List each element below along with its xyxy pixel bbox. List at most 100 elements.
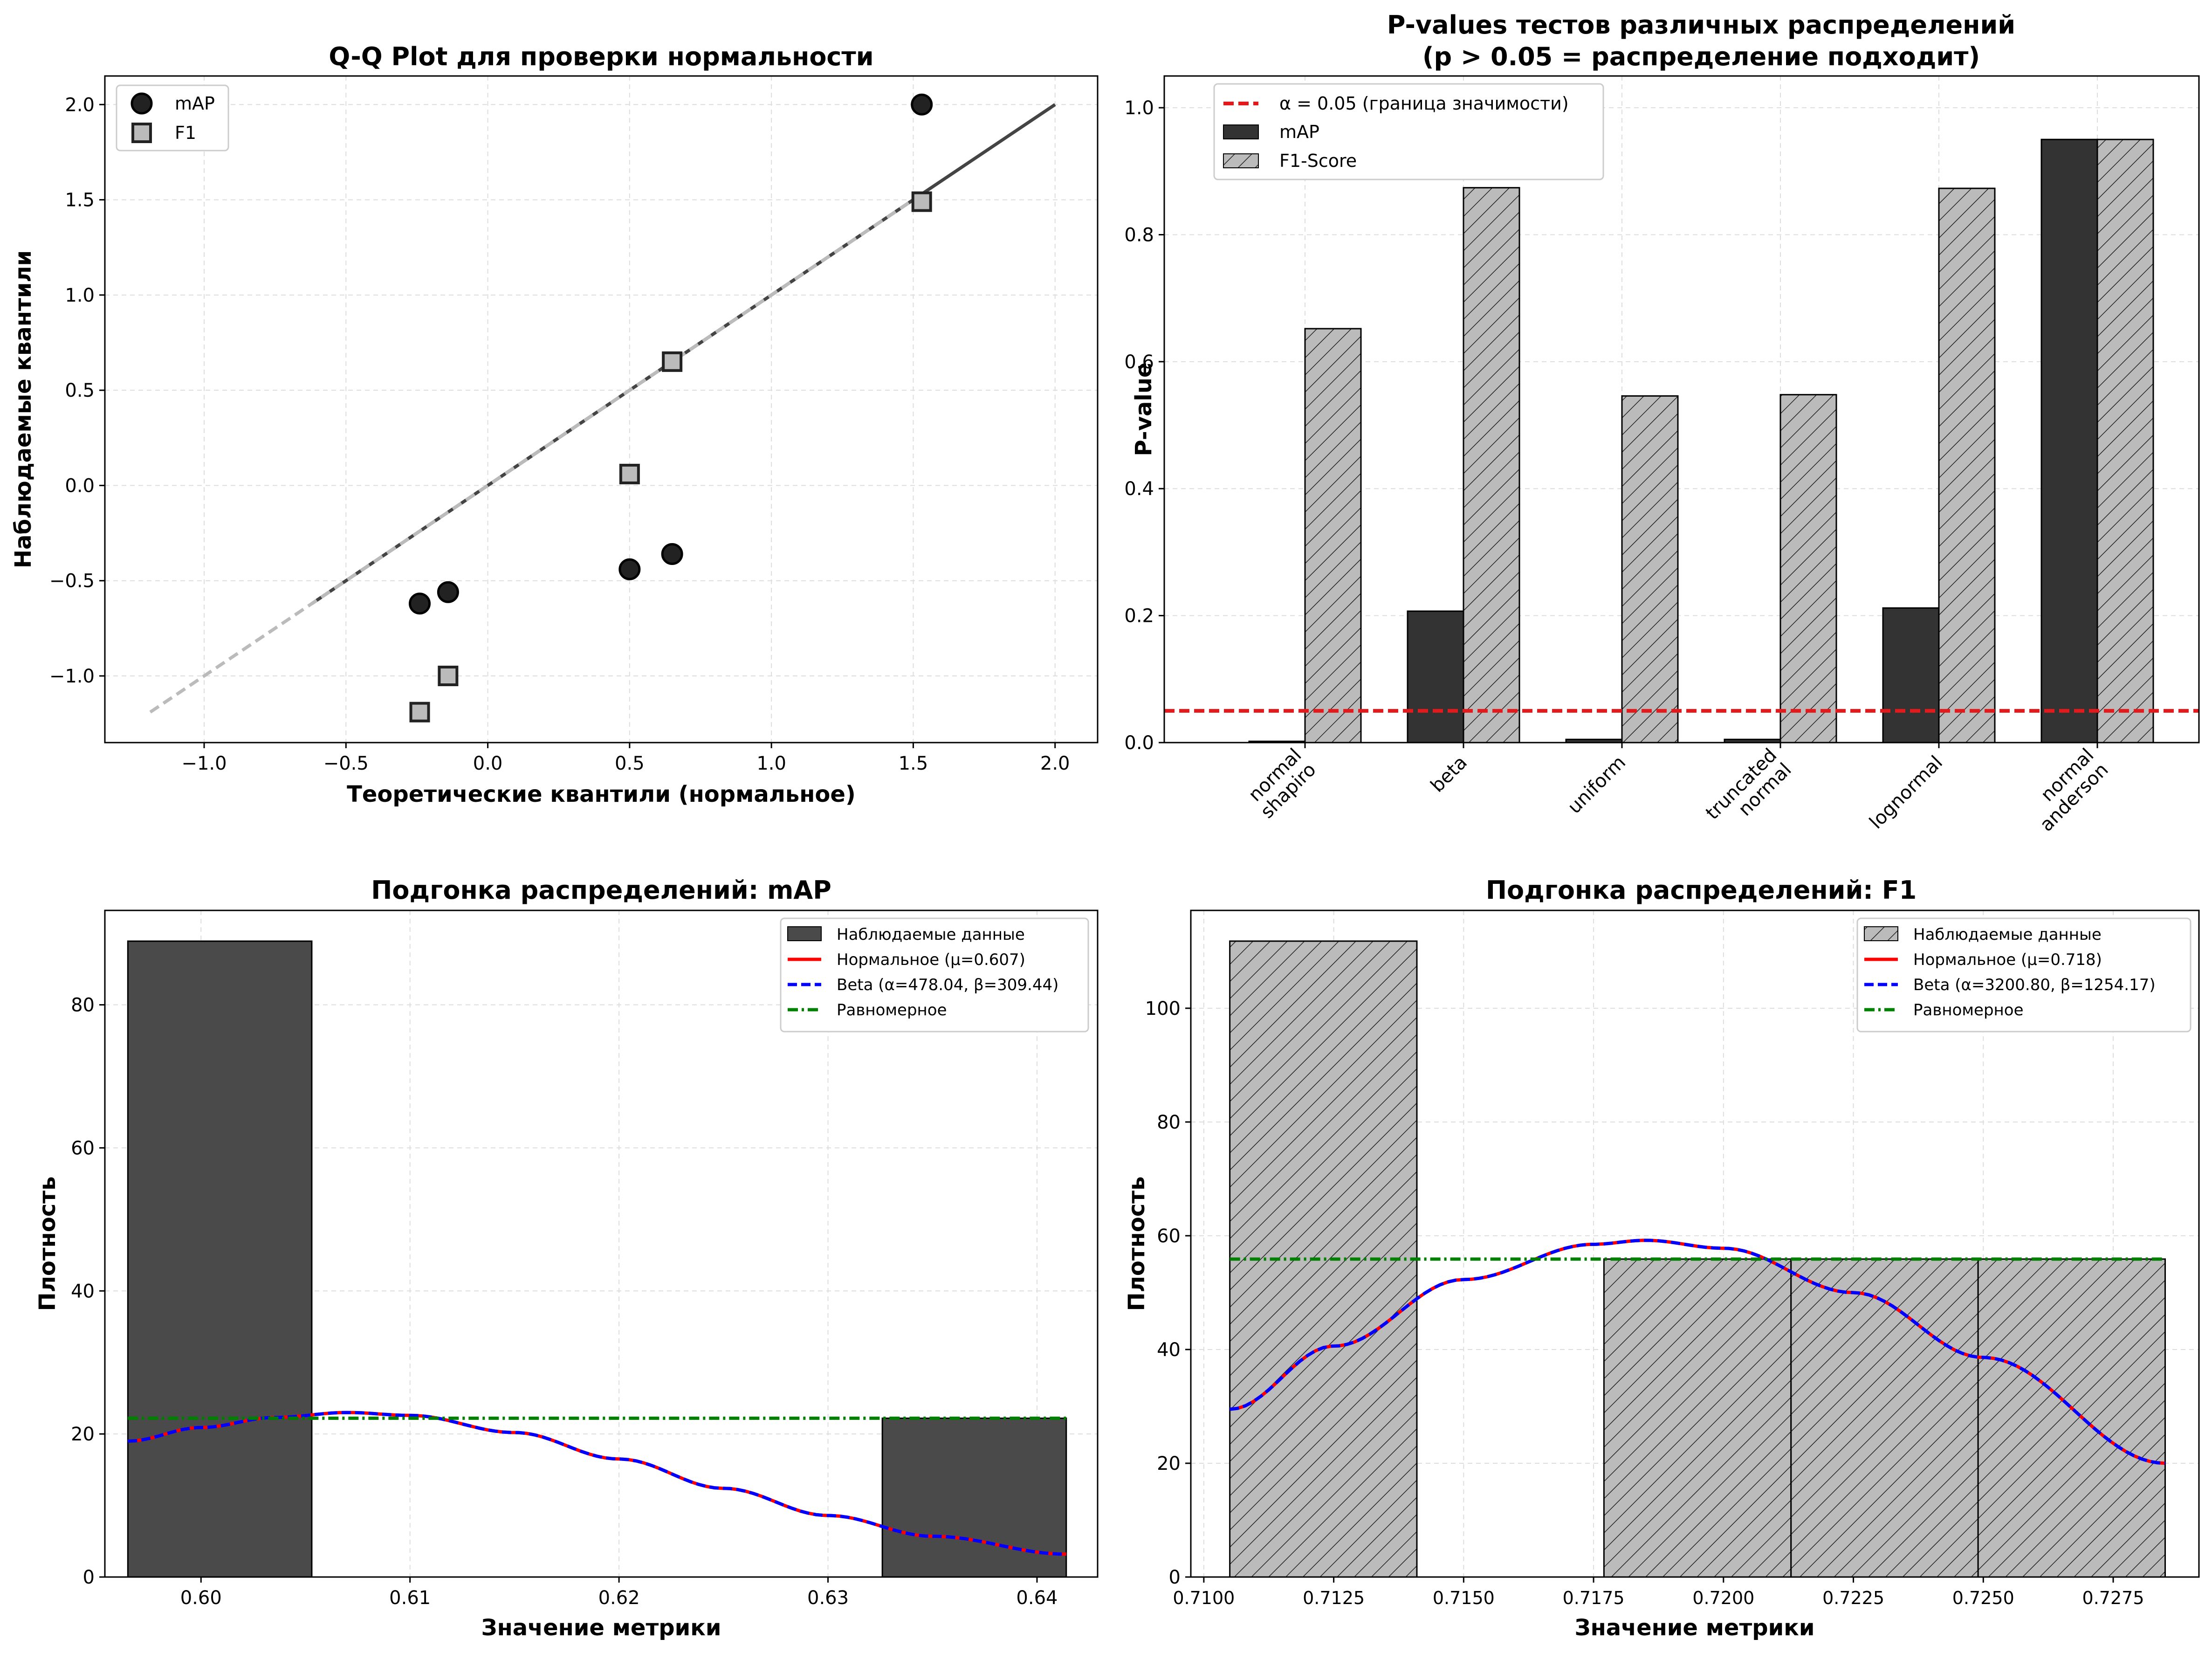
- f1-fit-y-tick-label: 40: [1157, 1339, 1181, 1361]
- pvalue-subtitle: (p > 0.05 = распределение подходит): [1422, 42, 1980, 71]
- pvalue-category-label-line: lognormal: [1865, 752, 1947, 833]
- f1-fit-legend-beta-label: Beta (α=3200.80, β=1254.17): [1913, 976, 2156, 994]
- f1-fit-legend-normal-label: Нормальное (μ=0.718): [1913, 950, 2102, 969]
- f1-fit-marks: [1229, 940, 2166, 1578]
- qq-point-f1: [911, 191, 932, 212]
- qq-y-tick-label: −1.0: [49, 666, 95, 687]
- pvalue-legend: α = 0.05 (граница значимости) mAP F1-Sco…: [1213, 83, 1604, 180]
- map-fit-hist-bar: [127, 940, 313, 1578]
- f1-fit-hist-bar: [1603, 1258, 1792, 1578]
- f1-fit-x-tick-label: 0.7275: [2082, 1588, 2144, 1608]
- map-fit-y-tick-label: 20: [71, 1424, 95, 1445]
- pvalue-legend-box: [1213, 83, 1604, 180]
- qq-legend: mAP F1: [116, 84, 229, 152]
- qq-point-map: [911, 93, 933, 116]
- map-fit-legend-normal-label: Нормальное (μ=0.607): [837, 950, 1025, 969]
- pvalue-y-tick-label: 0.2: [1124, 606, 1154, 627]
- f1-fit-x-tick-label: 0.7175: [1563, 1588, 1625, 1608]
- qq-x-tick-label: 1.0: [756, 753, 786, 774]
- pvalue-category-label: normalanderson: [2021, 744, 2113, 836]
- pvalue-ylabel: P-value: [1131, 362, 1157, 456]
- f1-fit-beta-curve: [1230, 1239, 2165, 1465]
- qq-reference-line-dashed: [149, 194, 920, 714]
- qq-ticks: −1.0 −0.5 0.0 0.5 1.0 1.5 2.0 −1.0 −0.5 0.0 0.5 1.0…: [49, 94, 1070, 774]
- qq-legend-f1-label: F1: [175, 123, 196, 143]
- pvalue-y-tick-label: 0.6: [1124, 351, 1154, 373]
- pvalue-category-label: normalshapiro: [1242, 744, 1320, 823]
- qq-point-map: [409, 592, 431, 615]
- map-fit-beta-curve: [128, 1411, 1066, 1556]
- map-fit-panel: Подгонка распределений: mAP 0.60 0.61 0.62…: [34, 875, 1099, 1641]
- map-fit-y-tick-label: 40: [71, 1281, 95, 1302]
- f1-fit-legend: Наблюдаемые данные Нормальное (μ=0.718) …: [1856, 917, 2191, 1033]
- map-fit-legend-hist-label: Наблюдаемые данные: [837, 925, 1025, 944]
- map-fit-xlabel: Значение метрики: [481, 1615, 721, 1641]
- f1-fit-x-tick-label: 0.7200: [1692, 1588, 1754, 1608]
- f1-fit-xlabel: Значение метрики: [1574, 1615, 1814, 1641]
- qq-y-tick-label: 1.5: [65, 190, 95, 211]
- qq-y-tick-label: 0.5: [65, 380, 95, 401]
- pvalue-marks: [1164, 138, 2199, 744]
- pvalue-title: P-values тестов различных распределений: [1387, 10, 2015, 40]
- map-fit-x-tick-label: 0.64: [1016, 1587, 1058, 1609]
- qq-ylabel: Наблюдаемые квантили: [10, 250, 36, 568]
- qq-y-tick-label: 0.0: [65, 475, 95, 496]
- qq-y-tick-label: 1.0: [65, 285, 95, 306]
- map-fit-x-tick-label: 0.60: [180, 1587, 222, 1609]
- f1-fit-y-tick-label: 80: [1157, 1112, 1181, 1133]
- map-fit-x-tick-label: 0.61: [389, 1587, 431, 1609]
- pvalue-y-tick-label: 0.4: [1124, 478, 1154, 500]
- pvalue-category-label-line: uniform: [1564, 752, 1630, 818]
- qq-point-f1: [619, 463, 640, 484]
- qq-x-tick-label: 0.0: [473, 753, 503, 774]
- qq-point-f1: [662, 351, 683, 372]
- pvalue-legend-map-label: mAP: [1279, 122, 1319, 142]
- qq-marks: [149, 93, 1056, 723]
- f1-fit-panel: Подгонка распределений: F1 0.7100 0.7125 0…: [1124, 875, 2200, 1641]
- map-fit-legend-box: [780, 917, 1089, 1033]
- f1-fit-x-tick-label: 0.7125: [1303, 1588, 1365, 1608]
- pvalue-category-label: beta: [1427, 752, 1471, 797]
- map-fit-marks: [127, 940, 1067, 1578]
- f1-fit-axes-frame: [1190, 909, 2200, 1578]
- f1-fit-ylabel: Плотность: [1124, 1177, 1150, 1311]
- f1-fit-legend-hist-swatch: [1864, 926, 1898, 941]
- qq-legend-map-label: mAP: [175, 93, 215, 114]
- map-fit-ticks: 0.60 0.61 0.62 0.63 0.64 0 20 40 60 80: [71, 995, 1058, 1609]
- qq-title: Q-Q Plot для проверки нормальности: [329, 42, 873, 71]
- qq-point-f1: [438, 666, 459, 686]
- map-fit-ylabel: Плотность: [34, 1177, 61, 1311]
- map-fit-x-tick-label: 0.63: [807, 1587, 849, 1609]
- qq-axes-frame: [104, 75, 1099, 744]
- f1-fit-x-tick-label: 0.7100: [1173, 1588, 1235, 1608]
- f1-fit-legend-hist-label: Наблюдаемые данные: [1913, 925, 2102, 944]
- qq-x-tick-label: 0.5: [615, 753, 645, 774]
- qq-y-tick-label: 2.0: [65, 94, 95, 116]
- map-fit-title: Подгонка распределений: mAP: [371, 875, 831, 905]
- f1-fit-ticks: 0.7100 0.7125 0.7150 0.7175 0.7200 0.7225 0.72…: [1145, 998, 2144, 1608]
- f1-fit-hist-bar: [1977, 1258, 2166, 1578]
- pvalue-bar-f1: [1621, 395, 1679, 744]
- qq-point-map: [618, 558, 641, 580]
- qq-xlabel: Теоретические квантили (нормальное): [347, 781, 856, 807]
- qq-gridlines: [105, 76, 1098, 743]
- pvalue-category-label: lognormal: [1865, 752, 1947, 833]
- qq-x-tick-label: 1.5: [899, 753, 928, 774]
- qq-point-f1: [409, 702, 430, 723]
- f1-fit-legend-box: [1856, 917, 2191, 1033]
- f1-fit-y-tick-label: 100: [1145, 998, 1181, 1019]
- pvalue-y-tick-label: 0.8: [1124, 224, 1154, 246]
- f1-fit-y-tick-label: 60: [1157, 1226, 1181, 1247]
- qq-panel: Q-Q Plot для проверки нормальности −1.0 −…: [10, 42, 1099, 807]
- map-fit-legend-beta-label: Beta (α=478.04, β=309.44): [837, 976, 1058, 994]
- pvalue-bar-map: [2040, 138, 2098, 744]
- pvalue-category-label: truncatednormal: [1702, 744, 1796, 839]
- qq-x-tick-label: −1.0: [181, 753, 227, 774]
- f1-fit-hist-bar: [1790, 1258, 1979, 1578]
- pvalue-category-label-line: beta: [1427, 752, 1471, 797]
- qq-point-map: [437, 581, 459, 603]
- pvalue-y-tick-label: 0.0: [1124, 732, 1154, 754]
- pvalue-bar-f1: [1779, 394, 1837, 744]
- qq-point-map: [661, 543, 683, 565]
